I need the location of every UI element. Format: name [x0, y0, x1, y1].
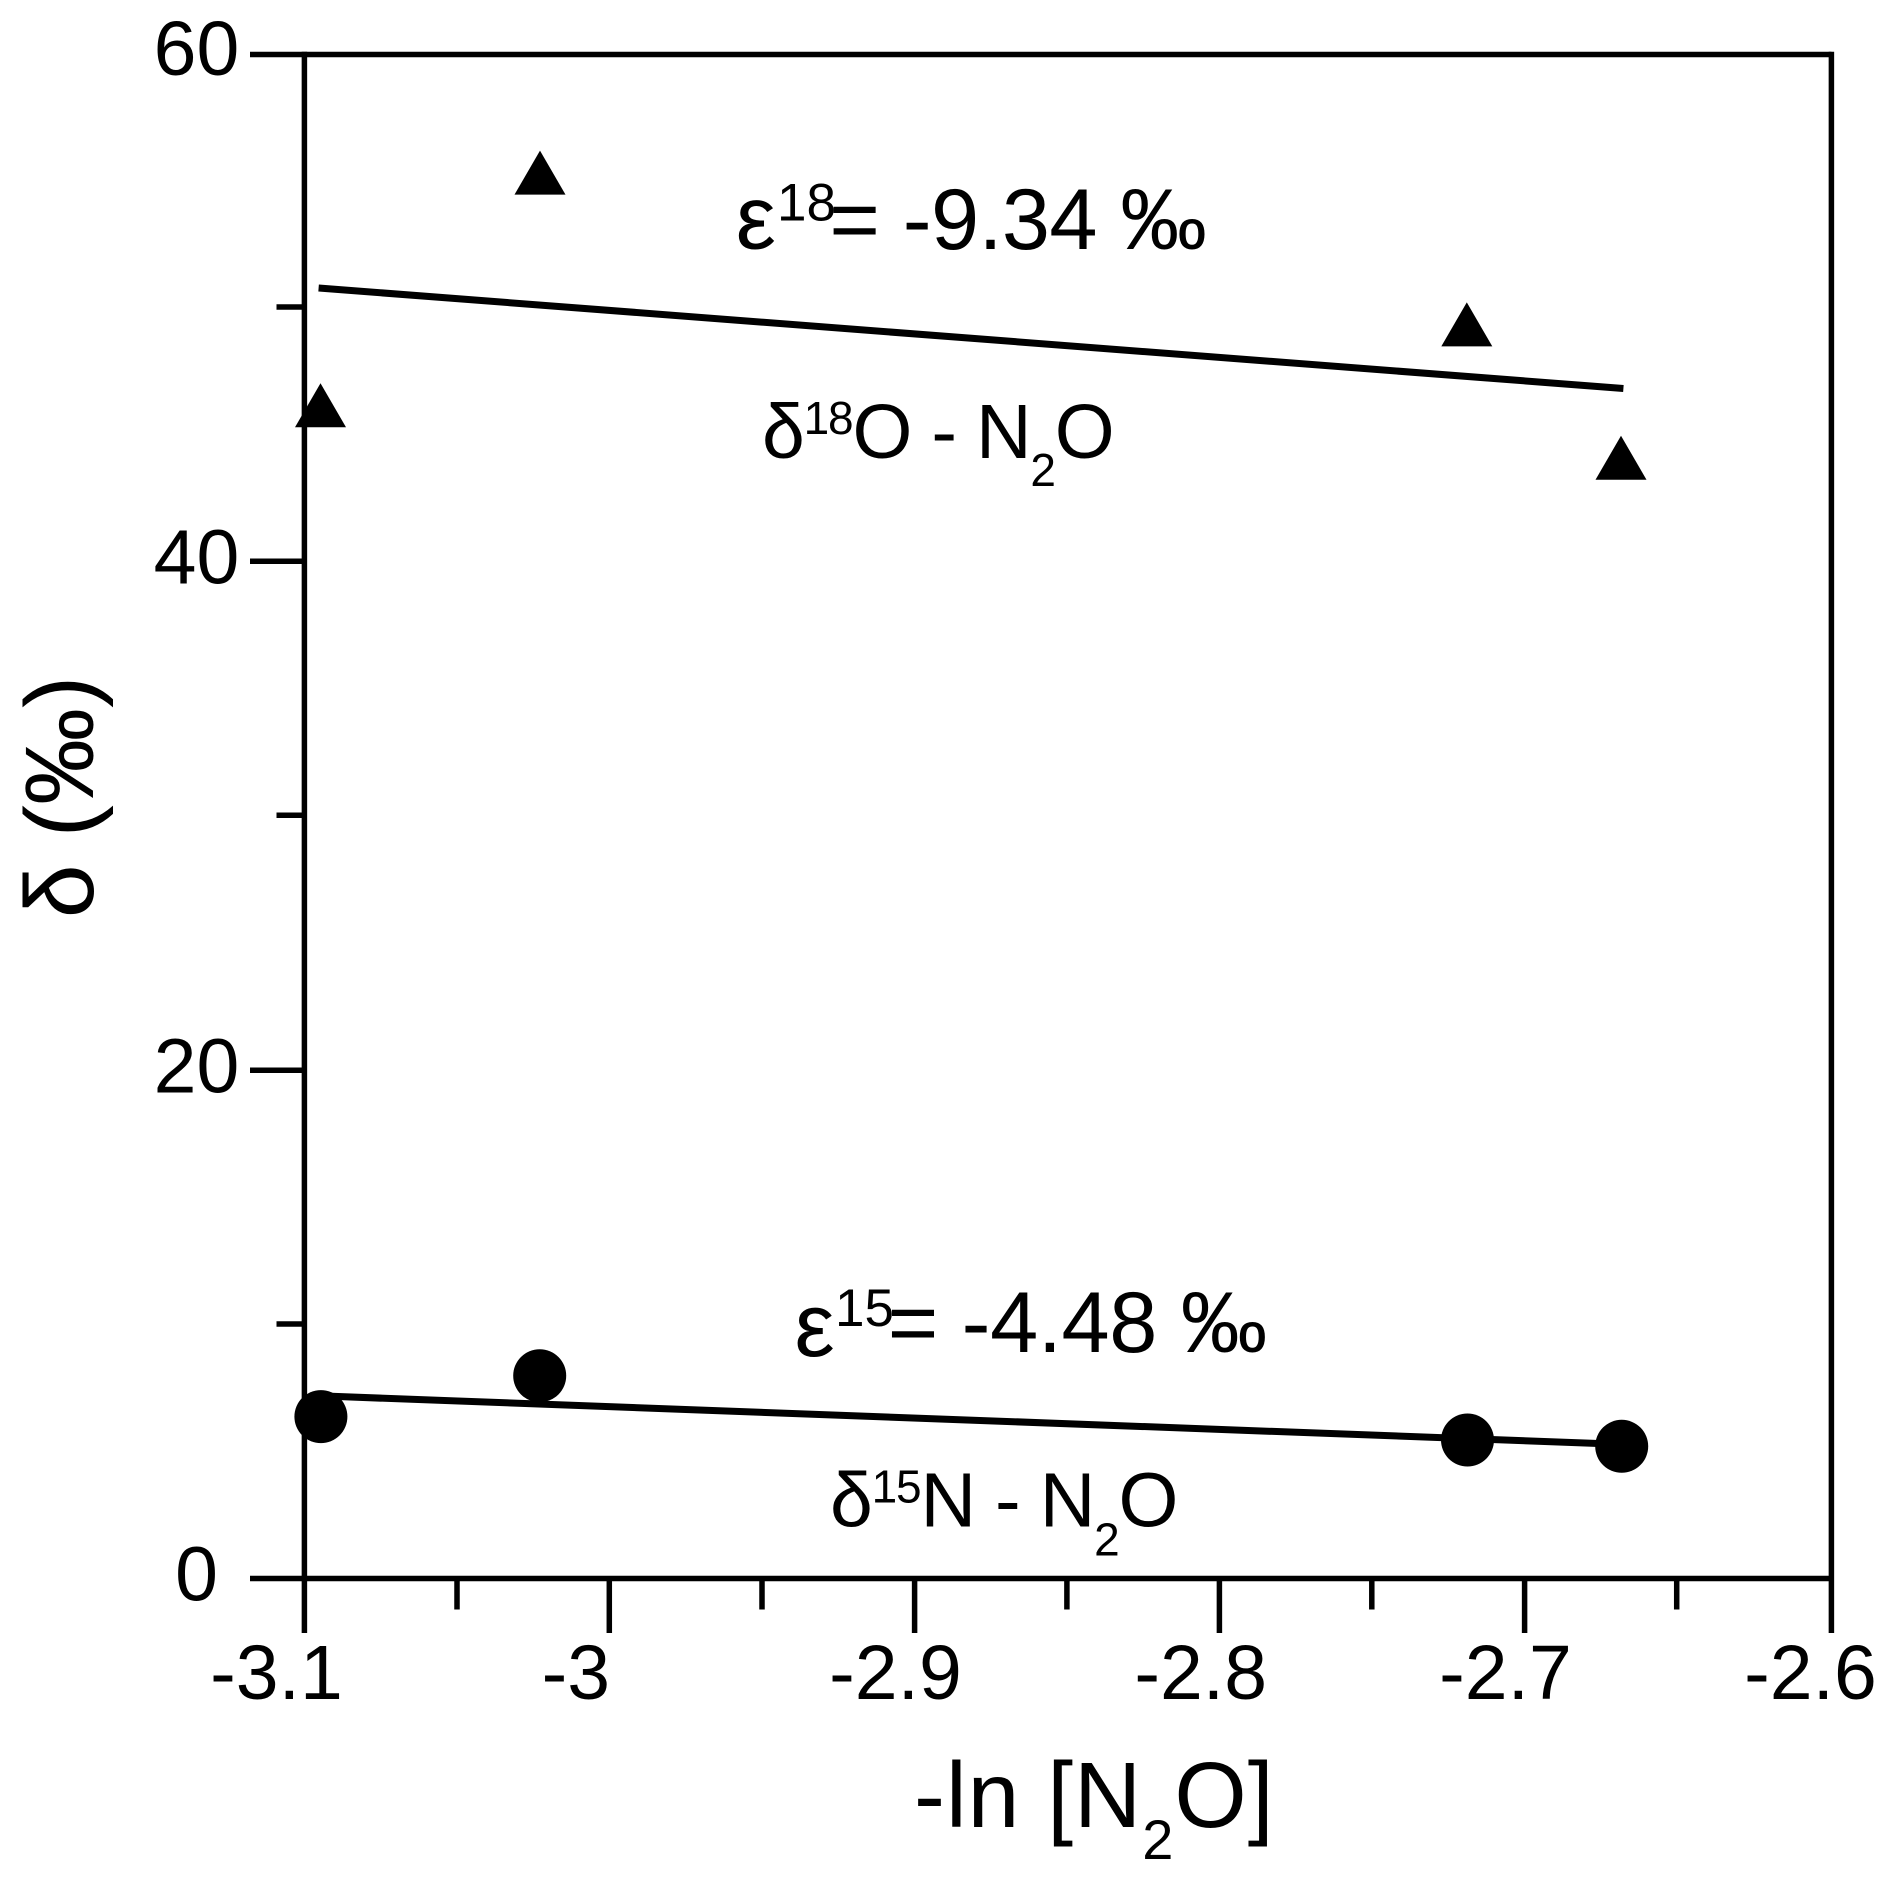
svg-text:-3.1: -3.1 — [210, 1630, 343, 1716]
svg-text:40: 40 — [154, 514, 240, 600]
svg-text:ε: ε — [795, 1276, 835, 1376]
svg-text:= -4.48 ‰: = -4.48 ‰ — [888, 1275, 1267, 1371]
svg-text:18: 18 — [777, 173, 836, 232]
svg-text:ε: ε — [736, 169, 776, 269]
svg-text:-2.9: -2.9 — [829, 1630, 962, 1716]
svg-text:60: 60 — [154, 6, 240, 92]
svg-text:20: 20 — [154, 1023, 240, 1109]
svg-text:δ (‰): δ (‰) — [5, 676, 114, 919]
svg-text:-2.6: -2.6 — [1744, 1630, 1877, 1716]
svg-text:-2.8: -2.8 — [1134, 1630, 1267, 1716]
svg-text:-3: -3 — [542, 1630, 610, 1716]
svg-text:0: 0 — [175, 1532, 218, 1618]
svg-text:= -9.34 ‰: = -9.34 ‰ — [829, 172, 1206, 268]
svg-text:15: 15 — [835, 1279, 894, 1338]
svg-text:-2.7: -2.7 — [1439, 1630, 1572, 1716]
